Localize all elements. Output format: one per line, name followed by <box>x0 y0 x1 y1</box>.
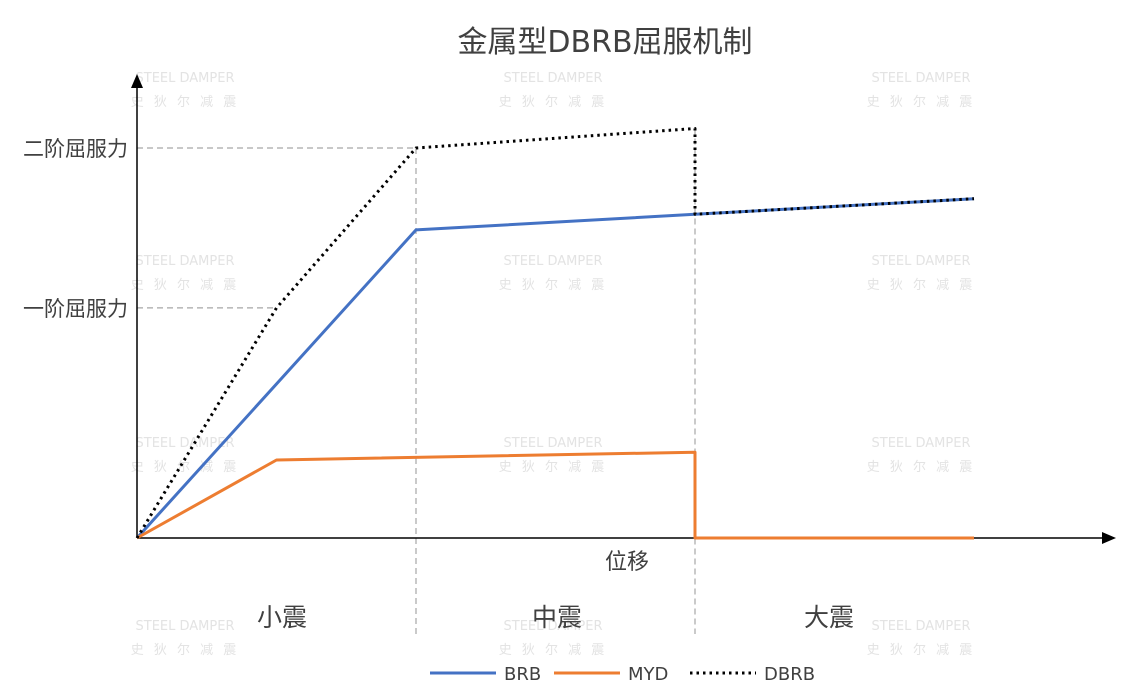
legend-label: MYD <box>628 664 668 685</box>
watermark-text: STEEL DAMPER <box>504 71 603 86</box>
watermark-text: STEEL DAMPER <box>136 436 235 451</box>
zone-label: 小震 <box>257 603 307 632</box>
series-line-dbrb <box>135 127 975 539</box>
y-tick-labels: 一阶屈服力 二阶屈服力 <box>23 137 128 321</box>
watermark-text: 史 狄 尔 减 震 <box>867 460 976 475</box>
watermark-text: 史 狄 尔 减 震 <box>499 278 608 293</box>
watermark-text: STEEL DAMPER <box>504 436 603 451</box>
zone-labels: 小震 中震 大震 <box>257 603 854 632</box>
watermark-text: 史 狄 尔 减 震 <box>867 95 976 110</box>
watermark-text: STEEL DAMPER <box>504 254 603 269</box>
series-line-brb <box>135 197 975 540</box>
legend: BRB MYD DBRB <box>430 664 815 685</box>
zone-label: 中震 <box>532 603 582 632</box>
zone-label: 大震 <box>804 603 854 632</box>
watermark-text: 史 狄 尔 减 震 <box>131 278 240 293</box>
watermark-text: 史 狄 尔 减 震 <box>131 95 240 110</box>
watermark-text: 史 狄 尔 减 震 <box>499 643 608 658</box>
x-axis-arrow <box>1102 532 1116 544</box>
y-tick-label: 二阶屈服力 <box>23 137 128 161</box>
y-axis-arrow <box>131 74 143 88</box>
watermark-text: STEEL DAMPER <box>872 254 971 269</box>
series-line-myd <box>136 450 974 540</box>
watermark-text: STEEL DAMPER <box>872 436 971 451</box>
watermark-text: 史 狄 尔 减 震 <box>867 278 976 293</box>
y-tick-label: 一阶屈服力 <box>23 297 128 321</box>
chart-title: 金属型DBRB屈服机制 <box>457 25 752 60</box>
watermark-text: STEEL DAMPER <box>504 619 603 634</box>
watermark-text: 史 狄 尔 减 震 <box>867 643 976 658</box>
watermark-text: STEEL DAMPER <box>136 71 235 86</box>
watermarks: STEEL DAMPER 史 狄 尔 减 震 STEEL DAMPER 史 狄 尔 减… <box>131 71 976 658</box>
watermark-text: 史 狄 尔 减 震 <box>499 95 608 110</box>
watermark-text: STEEL DAMPER <box>136 619 235 634</box>
watermark-text: 史 狄 尔 减 震 <box>499 460 608 475</box>
watermark-text: 史 狄 尔 减 震 <box>131 643 240 658</box>
legend-label: DBRB <box>764 664 815 685</box>
watermark-text: STEEL DAMPER <box>872 619 971 634</box>
watermark-text: STEEL DAMPER <box>136 254 235 269</box>
watermark-text: STEEL DAMPER <box>872 71 971 86</box>
series-group <box>135 127 975 540</box>
legend-label: BRB <box>504 664 541 685</box>
x-axis-label: 位移 <box>605 550 649 575</box>
watermark-text: 史 狄 尔 减 震 <box>131 460 240 475</box>
